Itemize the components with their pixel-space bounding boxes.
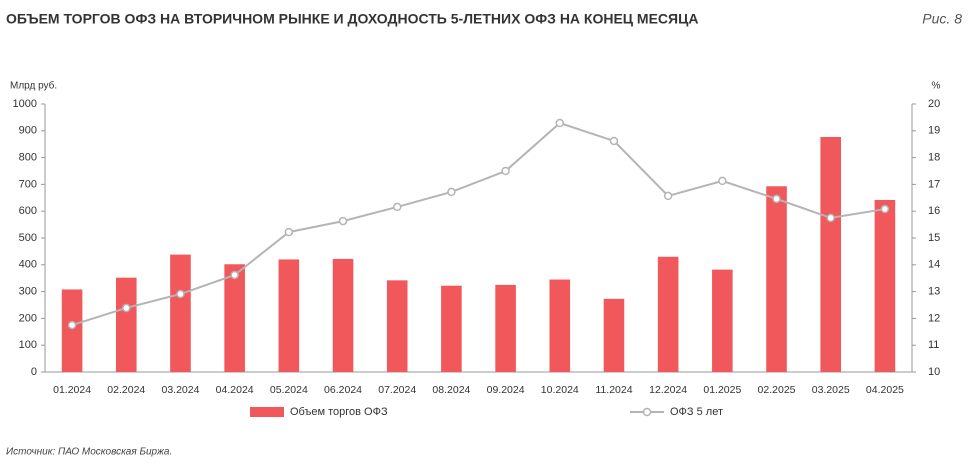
- legend-swatch: [642, 407, 652, 417]
- line: [71, 121, 886, 327]
- bar: [766, 186, 787, 372]
- bar: [712, 269, 733, 372]
- x-tick-label: 09.2024: [487, 384, 525, 396]
- line-marker: [447, 187, 456, 197]
- x-tick-label: 01.2024: [53, 384, 91, 396]
- line-marker: [122, 303, 131, 313]
- y2-tick-label: 14: [928, 259, 940, 271]
- x-tick-label: 10.2024: [541, 384, 579, 396]
- line-marker: [392, 202, 402, 212]
- y2-tick-label: 19: [928, 125, 940, 137]
- x-tick-label: 08.2024: [432, 384, 470, 396]
- line-marker: [284, 227, 294, 237]
- bar: [495, 284, 516, 372]
- y2-tick-label: 12: [928, 312, 940, 324]
- bar: [278, 259, 300, 372]
- y-tick-label: 600: [19, 205, 37, 217]
- y2-tick-label: 16: [928, 205, 940, 217]
- x-tick-label: 02.2024: [107, 384, 145, 396]
- chart-title: ОБЪЕМ ТОРГОВ ОФЗ НА ВТОРИЧНОМ РЫНКЕ И ДО…: [6, 11, 698, 27]
- bar: [170, 254, 191, 372]
- source-note: Источник: ПАО Московская Биржа.: [6, 447, 172, 458]
- y2-tick-label: 20: [928, 98, 940, 110]
- y-tick-label: 500: [19, 232, 37, 244]
- bar: [332, 258, 354, 372]
- y2-tick-label: 11: [928, 339, 939, 351]
- y2-axis-label: %: [932, 81, 941, 92]
- line-marker: [501, 166, 510, 176]
- x-tick-label: 03.2025: [812, 384, 850, 396]
- x-tick-label: 07.2024: [378, 384, 416, 396]
- y-tick-label: 900: [19, 125, 37, 137]
- line-marker: [609, 136, 619, 146]
- line-marker: [826, 213, 835, 223]
- y-tick-label: 700: [19, 178, 37, 190]
- y2-tick-label: 15: [928, 232, 940, 244]
- y2-tick-label: 10: [928, 366, 940, 378]
- line-marker: [176, 289, 185, 299]
- bar: [224, 264, 245, 372]
- line-marker: [663, 191, 673, 201]
- y2-tick-label: 18: [928, 152, 940, 164]
- figure-label: Рис. 8: [922, 11, 962, 27]
- bar: [820, 136, 842, 372]
- bar: [61, 289, 83, 372]
- x-tick-label: 12.2024: [649, 384, 687, 396]
- x-tick-label: 02.2025: [758, 384, 796, 396]
- x-tick-label: 11.2024: [595, 384, 632, 396]
- line-marker: [230, 270, 239, 280]
- x-tick-label: 03.2024: [161, 384, 199, 396]
- bar: [549, 279, 571, 372]
- y-tick-label: 0: [31, 366, 37, 378]
- x-tick-label: 06.2024: [324, 384, 362, 396]
- bar: [603, 298, 625, 372]
- y2-tick-label: 17: [928, 178, 940, 190]
- line-marker: [880, 204, 890, 214]
- line-marker: [338, 216, 348, 226]
- x-tick-label: 04.2024: [216, 384, 254, 396]
- y-axis-label: Млрд руб.: [10, 80, 57, 92]
- bar: [386, 280, 408, 372]
- legend-label: ОФЗ 5 лет: [670, 406, 723, 418]
- x-tick-label: 05.2024: [270, 384, 308, 396]
- legend-label: Объем торгов ОФЗ: [290, 406, 388, 418]
- y2-tick-label: 13: [928, 286, 940, 298]
- y-tick-label: 200: [19, 312, 37, 324]
- y-tick-label: 400: [19, 259, 37, 271]
- bar: [657, 256, 679, 372]
- line-marker: [555, 118, 565, 128]
- line-marker: [718, 176, 727, 186]
- x-tick-label: 01.2025: [703, 384, 741, 396]
- legend-swatch: [250, 407, 284, 417]
- y-tick-label: 100: [19, 339, 37, 351]
- y-tick-label: 300: [19, 286, 37, 298]
- bar: [874, 199, 896, 372]
- y-tick-label: 1000: [13, 98, 37, 110]
- bar: [115, 277, 137, 372]
- y-tick-label: 800: [19, 152, 37, 164]
- bar: [441, 285, 462, 372]
- x-tick-label: 04.2025: [866, 384, 904, 396]
- line-marker: [67, 320, 77, 330]
- line-marker: [772, 194, 781, 204]
